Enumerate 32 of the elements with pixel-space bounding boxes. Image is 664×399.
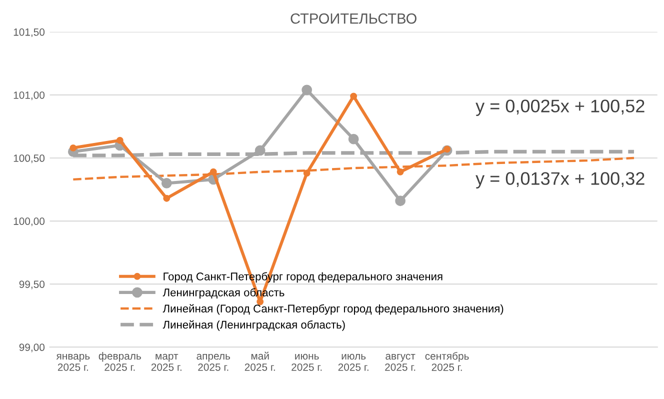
y-tick-label: 101,00 <box>14 91 45 100</box>
legend-label: Линейная (Город Санкт-Петербург город федерального значения) <box>162 304 504 315</box>
y-tick-label: 100,50 <box>14 154 45 164</box>
point <box>70 144 77 152</box>
chart-title: СТРОИТЕЛЬСТВО <box>290 13 416 24</box>
x-tick-label: май 2025 г. <box>244 352 275 371</box>
x-tick-label: июль 2025 г. <box>338 354 368 371</box>
annotation: y = 0,0025x + 100,52 <box>476 100 644 116</box>
x-tick-label: апрель 2025 г. <box>196 354 230 371</box>
point <box>302 84 312 96</box>
point <box>254 145 266 156</box>
point <box>350 92 358 100</box>
annotation: y = 0,0137x + 100,32 <box>476 172 644 188</box>
point <box>395 196 406 206</box>
point <box>116 136 124 144</box>
point <box>348 134 359 144</box>
legend-label: Линейная (Ленинградская область) <box>162 320 345 331</box>
x-tick-label: март 2025 г. <box>151 354 182 371</box>
point <box>210 168 217 176</box>
x-tick-label: февраль 2025 г. <box>98 352 141 371</box>
x-tick-label: сентябрь 2025 г. <box>425 352 469 371</box>
y-tick-label: 99,00 <box>19 344 45 352</box>
point <box>161 178 172 188</box>
y-tick-label: 100,00 <box>14 218 45 226</box>
y-tick-label: 101,50 <box>14 28 45 38</box>
x-tick-label: июнь 2025 г. <box>292 354 322 371</box>
point <box>163 194 170 202</box>
point <box>303 170 310 177</box>
x-tick-label: январь 2025 г. <box>56 354 90 371</box>
y-tick-label: 99,50 <box>19 280 45 290</box>
point <box>396 168 404 176</box>
x-tick-label: август 2025 г. <box>385 354 416 371</box>
